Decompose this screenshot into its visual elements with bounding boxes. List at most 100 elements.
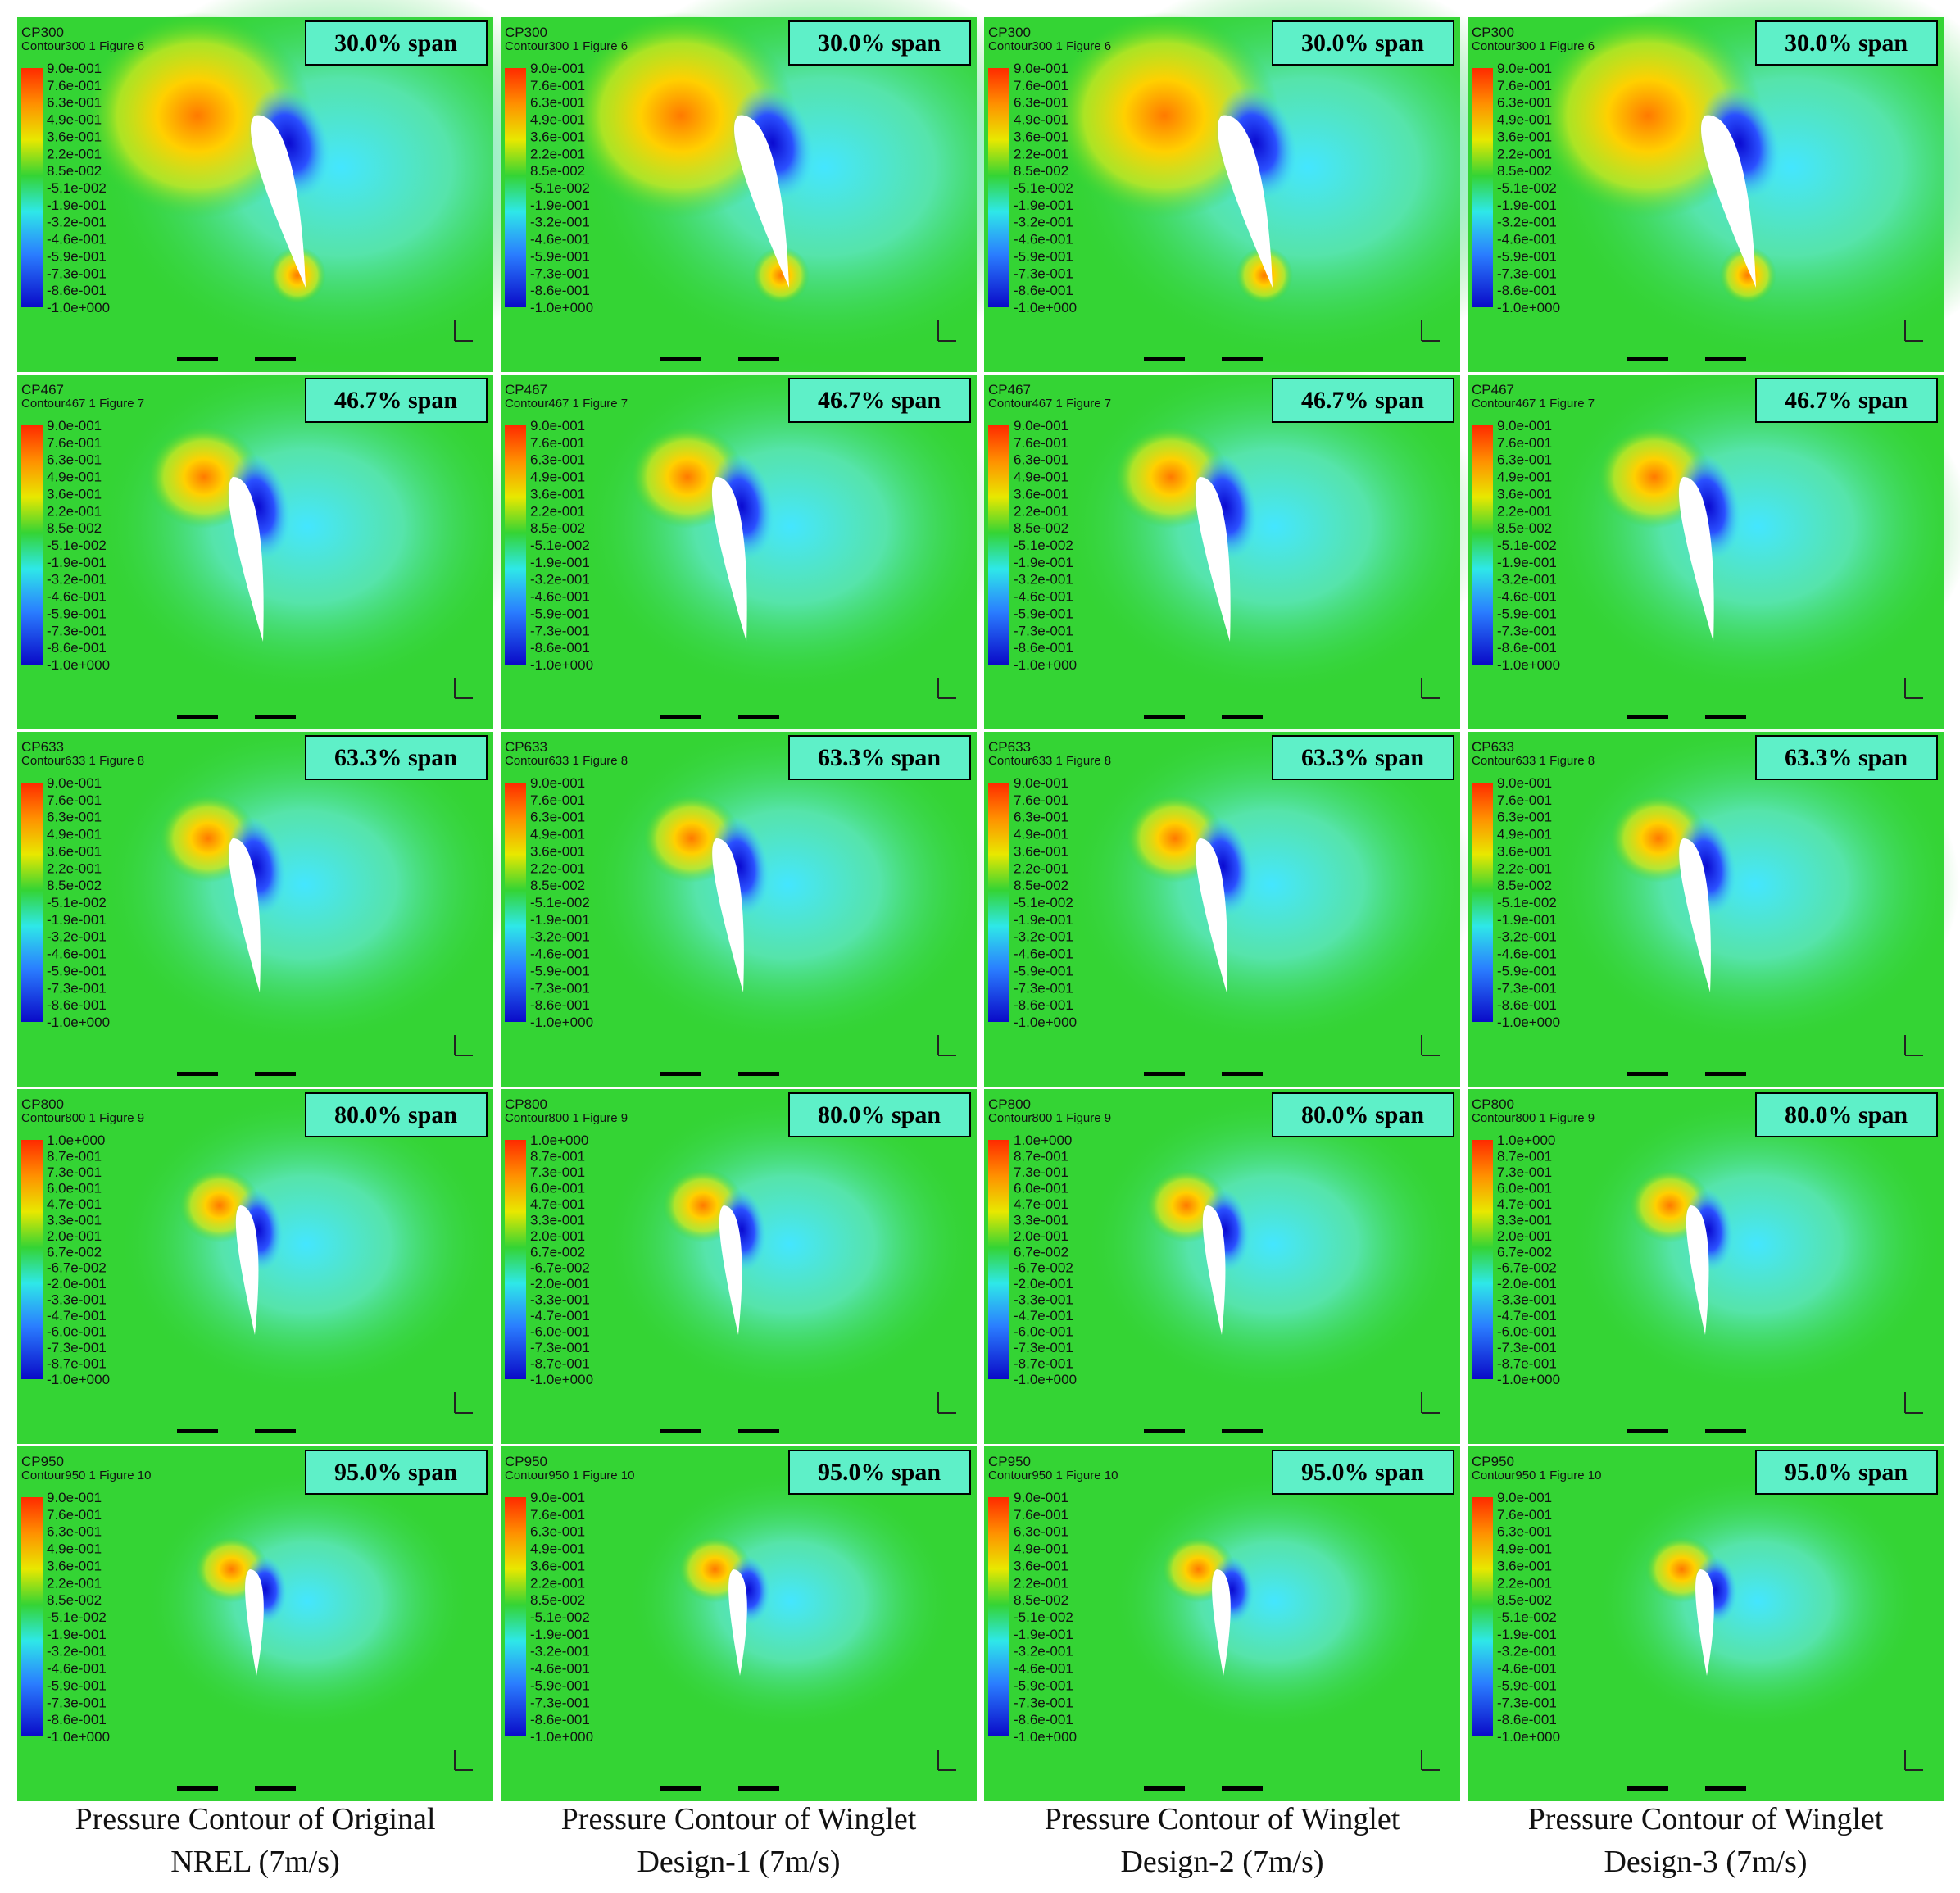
legend-label: -5.1e-002 [47,895,107,910]
axis-triad [454,1750,473,1771]
legend-label: -1.9e-001 [1497,1627,1557,1642]
span-box [1755,378,1938,423]
legend-label: -5.1e-002 [530,895,590,910]
legend-label: -4.6e-001 [530,1661,590,1677]
legend-label: -4.6e-001 [47,946,107,962]
legend-label: -8.6e-001 [47,283,107,298]
axis-triad [937,678,956,699]
legend-label: -3.2e-001 [1497,215,1557,230]
legend-label: 2.2e-001 [1497,146,1552,161]
blade-section [1686,1205,1709,1335]
legend-label: -1.9e-001 [530,912,590,928]
legend-title: CP300 [505,25,547,40]
column-caption: NREL (7m/s) [170,1845,340,1879]
legend-label: -4.6e-001 [47,232,107,247]
legend-label: -6.7e-002 [530,1260,590,1276]
blade-section [1701,115,1756,288]
legend-label: -3.2e-001 [530,572,590,588]
legend-label: -1.0e+000 [1497,1729,1560,1745]
legend-label: -4.6e-001 [1014,1661,1073,1677]
legend-label: 2.2e-001 [1497,503,1552,519]
legend-label: -1.9e-001 [1014,197,1073,213]
legend-label: -1.0e+000 [530,1372,593,1387]
legend-label: -8.6e-001 [47,997,107,1013]
axis-triad [1421,1750,1440,1771]
legend-label: 2.2e-001 [1014,1575,1068,1591]
color-bar [21,68,43,307]
legend-label: -2.0e-001 [47,1276,107,1292]
legend-label: 9.0e-001 [1014,775,1068,791]
scale-bar [1705,1072,1746,1076]
blade-section [1202,1205,1226,1335]
span-box [1272,20,1454,66]
span-box [788,735,971,780]
legend-label: 4.9e-001 [47,1541,102,1557]
legend-label: -8.6e-001 [47,1712,107,1727]
color-bar [505,1140,526,1379]
blade-section [235,1205,259,1335]
legend-label: -3.3e-001 [1497,1292,1557,1308]
legend-label: -8.6e-001 [1014,640,1073,656]
legend-label: 7.3e-001 [1014,1164,1068,1180]
legend-label: 7.6e-001 [1497,792,1552,808]
legend-label: -3.2e-001 [1014,929,1073,945]
column-caption: Pressure Contour of Original [75,1802,435,1836]
scale-bar [1705,715,1746,719]
stagnation-zone [83,12,312,219]
axis-triad [1904,320,1923,342]
legend-label: 6.7e-002 [47,1244,102,1260]
legend-label: -1.9e-001 [47,1627,107,1642]
legend-label: 2.2e-001 [1014,860,1068,876]
legend-label: 2.0e-001 [1014,1228,1068,1244]
legend-label: 4.7e-001 [530,1196,585,1212]
axis-triad [937,1392,956,1414]
legend-label: -3.2e-001 [1014,572,1073,588]
legend-label: -8.7e-001 [530,1356,590,1372]
legend-label: -1.0e+000 [1497,1015,1560,1030]
legend-label: -1.9e-001 [530,1627,590,1642]
color-bar [988,1140,1009,1379]
legend-label: -1.0e+000 [1014,1372,1077,1387]
legend-label: 7.6e-001 [530,792,585,808]
legend-label: -7.3e-001 [530,1695,590,1710]
legend-label: 6.3e-001 [47,95,102,111]
color-bar [1472,1497,1493,1736]
legend-label: 8.5e-002 [530,520,585,536]
legend-label: -1.9e-001 [1497,912,1557,928]
legend-label: -1.9e-001 [47,555,107,570]
legend-label: 7.6e-001 [1014,78,1068,93]
legend-label: 2.2e-001 [1497,860,1552,876]
column-caption: Pressure Contour of Winglet [561,1802,917,1836]
legend-label: -1.9e-001 [1014,555,1073,570]
legend-label: 4.9e-001 [1014,470,1068,485]
legend-label: 3.6e-001 [47,1558,102,1573]
legend-label: 2.2e-001 [530,503,585,519]
legend-label: -7.3e-001 [530,623,590,638]
scale-bar [738,1072,779,1076]
legend-label: 3.6e-001 [530,486,585,502]
axis-triad [454,320,473,342]
legend-label: 8.5e-002 [47,1592,102,1608]
legend-subtitle: Contour467 1 Figure 7 [1472,397,1595,411]
legend-label: -6.7e-002 [47,1260,107,1276]
stagnation-zone [1050,12,1279,219]
legend-label: 9.0e-001 [530,61,585,76]
legend-title: CP633 [1472,739,1514,755]
legend-label: 7.3e-001 [1497,1164,1552,1180]
legend-label: 2.0e-001 [530,1228,585,1244]
low-pressure-halo [601,1093,978,1396]
legend-label: -5.1e-002 [1014,1609,1073,1625]
legend-label: 7.6e-001 [530,435,585,451]
span-box [788,20,971,66]
blade-section [711,476,747,642]
span-label: 80.0% span [818,1101,941,1128]
legend-title: CP950 [505,1454,547,1469]
legend-label: -1.9e-001 [530,197,590,213]
legend-label: 7.3e-001 [47,1164,102,1180]
legend-label: 3.3e-001 [1014,1212,1068,1228]
legend-label: 9.0e-001 [47,418,102,434]
span-label: 95.0% span [1785,1459,1908,1486]
legend-subtitle: Contour800 1 Figure 9 [1472,1111,1595,1125]
